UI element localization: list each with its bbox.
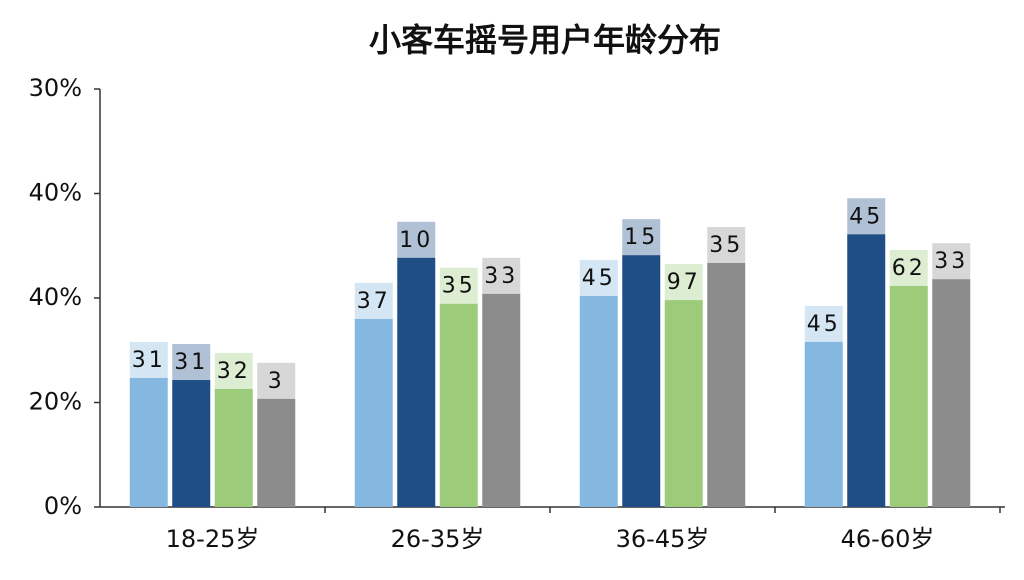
y-tick-label: 20% xyxy=(29,388,82,416)
bar xyxy=(257,398,296,507)
data-label: 35 xyxy=(709,233,743,258)
label-cap xyxy=(439,267,478,304)
data-label: 45 xyxy=(849,204,883,229)
bar xyxy=(889,285,928,507)
data-label: 35 xyxy=(442,274,476,299)
y-tick-label: 30% xyxy=(29,74,82,102)
bar xyxy=(579,295,618,507)
x-tick-label: 26-35岁 xyxy=(391,525,485,553)
label-cap xyxy=(889,249,928,286)
chart-title: 小客车摇号用户年龄分布 xyxy=(369,21,721,59)
label-cap xyxy=(172,344,211,381)
bar xyxy=(622,255,661,507)
label-cap xyxy=(804,305,843,342)
y-tick-label: 40% xyxy=(29,283,82,311)
y-tick-label: 0% xyxy=(44,492,82,520)
data-label: 32 xyxy=(217,359,251,384)
bar xyxy=(439,303,478,507)
data-label: 62 xyxy=(892,256,926,281)
label-cap xyxy=(397,221,436,258)
data-label: 97 xyxy=(667,270,701,295)
label-cap xyxy=(257,362,296,399)
bar xyxy=(707,262,746,507)
data-label: 33 xyxy=(484,264,518,289)
bar xyxy=(932,279,971,507)
bar xyxy=(804,341,843,507)
data-label: 45 xyxy=(582,266,616,291)
data-label: 3 xyxy=(268,369,285,394)
label-cap xyxy=(707,226,746,263)
data-label: 45 xyxy=(807,312,841,337)
bar xyxy=(847,234,886,507)
bar xyxy=(664,300,703,507)
x-tick-label: 46-60岁 xyxy=(841,525,935,553)
label-cap xyxy=(579,259,618,296)
data-label: 33 xyxy=(934,249,968,274)
label-cap xyxy=(847,198,886,235)
data-label: 10 xyxy=(399,228,433,253)
label-cap xyxy=(214,352,253,389)
x-tick-label: 18-25岁 xyxy=(166,525,260,553)
x-tick-label: 36-45岁 xyxy=(616,525,710,553)
label-cap xyxy=(622,219,661,256)
label-cap xyxy=(664,264,703,301)
bar xyxy=(482,293,521,507)
bar xyxy=(397,257,436,507)
bar xyxy=(172,380,211,507)
bar xyxy=(129,377,168,507)
bar xyxy=(354,318,393,507)
label-cap xyxy=(129,341,168,378)
data-label: 37 xyxy=(357,289,391,314)
data-label: 31 xyxy=(132,348,166,373)
label-cap xyxy=(932,243,971,280)
label-cap xyxy=(482,257,521,294)
data-label: 31 xyxy=(174,350,208,375)
bar xyxy=(214,388,253,507)
data-label: 15 xyxy=(624,225,658,250)
y-tick-label: 40% xyxy=(29,179,82,207)
label-cap xyxy=(354,282,393,319)
